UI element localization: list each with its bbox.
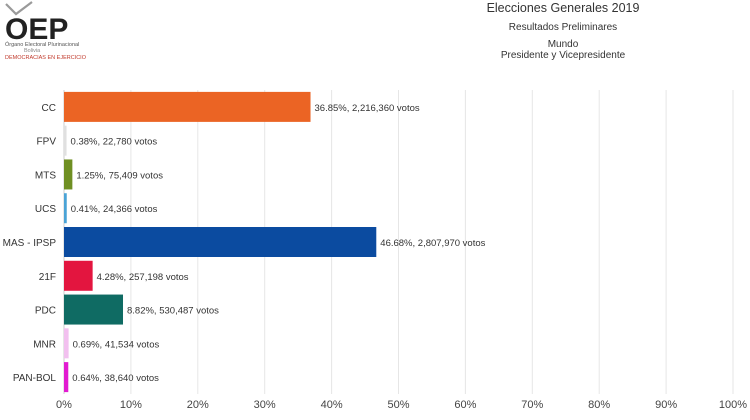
bar: [64, 328, 69, 359]
x-tick-label: 50%: [387, 399, 409, 411]
x-tick-label: 90%: [655, 399, 677, 411]
category-label: UCS: [35, 204, 56, 215]
chart-title: Elecciones Generales 2019: [486, 1, 640, 15]
logo-text: OEP: [5, 13, 68, 44]
data-label: 4.28%, 257,198 votos: [97, 272, 189, 283]
bar: [64, 362, 69, 393]
x-tick-label: 80%: [588, 399, 610, 411]
category-label: PAN-BOL: [13, 373, 57, 384]
category-label: MNR: [33, 339, 56, 350]
bar: [64, 294, 124, 325]
x-tick-label: 40%: [321, 399, 343, 411]
bar: [64, 159, 73, 190]
chart-header: Elecciones Generales 2019 Resultados Pre…: [440, 0, 686, 61]
x-tick-label: 30%: [254, 399, 276, 411]
category-label: MTS: [35, 170, 56, 181]
data-label: 36.85%, 2,216,360 votos: [315, 103, 420, 114]
bar: [64, 193, 67, 224]
logo-country: Bolivia: [24, 48, 41, 54]
oep-logo-mark: OEP: [5, 1, 68, 44]
data-label: 0.64%, 38,640 votos: [72, 373, 159, 384]
logo-tagline: DEMOCRACIAS EN EJERCICIO: [5, 55, 86, 61]
oep-logo: OEP Órgano Electoral Plurinacional Boliv…: [2, 0, 94, 66]
x-tick-label: 20%: [187, 399, 209, 411]
data-label: 0.69%, 41,534 votos: [73, 339, 160, 350]
category-label: 21F: [39, 272, 56, 283]
data-label: 46.68%, 2,807,970 votos: [380, 238, 485, 249]
x-tick-label: 60%: [454, 399, 476, 411]
category-label: FPV: [37, 137, 57, 148]
x-tick-label: 0%: [56, 399, 72, 411]
bar: [64, 125, 67, 156]
chart-office: Presidente y Vicepresidente: [500, 50, 626, 61]
chart-subtitle: Resultados Preliminares: [508, 22, 618, 33]
x-tick-label: 70%: [521, 399, 543, 411]
category-label: CC: [42, 103, 56, 114]
x-tick-label: 100%: [719, 399, 747, 411]
data-label: 0.38%, 22,780 votos: [71, 137, 158, 148]
x-tick-label: 10%: [120, 399, 142, 411]
bar: [64, 91, 311, 122]
chart-scope: Mundo: [547, 39, 579, 50]
data-label: 1.25%, 75,409 votos: [76, 170, 163, 181]
category-label: PDC: [35, 306, 56, 317]
bar: [64, 227, 377, 257]
data-label: 8.82%, 530,487 votos: [127, 306, 219, 317]
logo-caption: Órgano Electoral Plurinacional: [5, 42, 80, 48]
bar: [64, 260, 93, 291]
category-label: MAS - IPSP: [3, 238, 57, 249]
data-label: 0.41%, 24,366 votos: [71, 204, 158, 215]
